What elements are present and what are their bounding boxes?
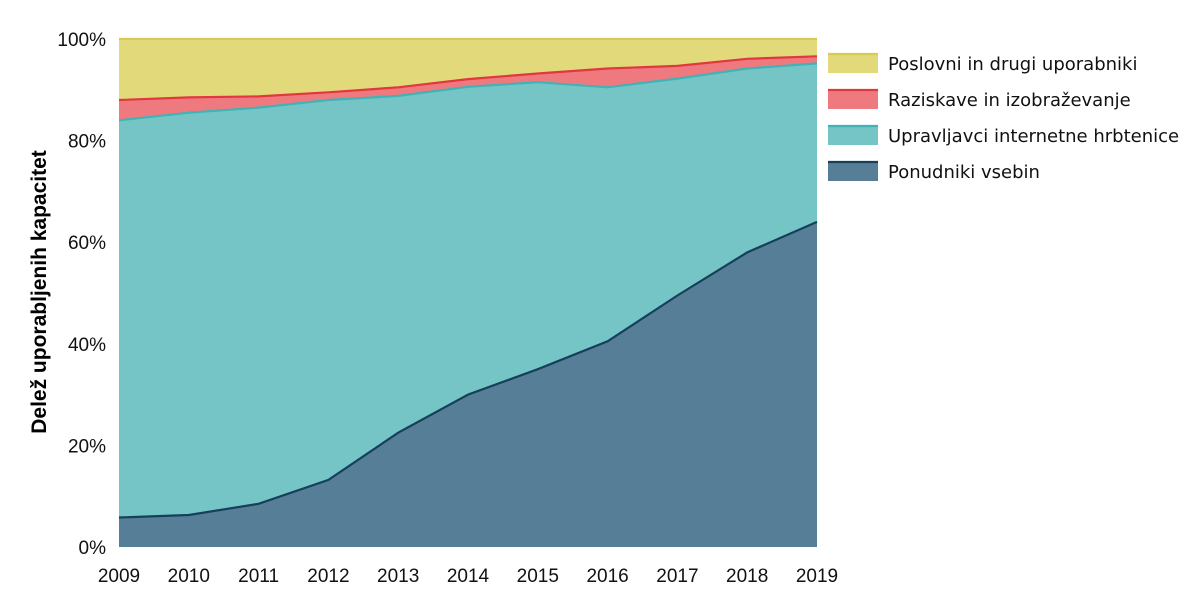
line-ponudniki-vsebin bbox=[118, 220, 818, 519]
x-tick-label: 2019 bbox=[796, 566, 838, 587]
x-tick-label: 2012 bbox=[307, 566, 349, 587]
y-tick-label: 100% bbox=[57, 30, 106, 51]
legend: Poslovni in drugi uporabniki Raziskave in… bbox=[828, 52, 1179, 183]
line-raziskave-in-izobrazevanje bbox=[118, 55, 818, 102]
legend-swatch-poslovni-in-drugi-uporabniki bbox=[828, 53, 878, 73]
area-upravljavci-internetne-hrbtenice bbox=[119, 63, 817, 518]
x-axis: 2009 2010 2011 2012 2013 2014 2015 2016 2017 2018… bbox=[98, 566, 838, 587]
chart-series-lines bbox=[118, 37, 818, 519]
line-upravljavci-internetne-hrbtenice bbox=[118, 62, 818, 122]
x-tick-label: 2014 bbox=[447, 566, 490, 587]
y-tick-label: 0% bbox=[79, 538, 107, 559]
x-tick-label: 2016 bbox=[586, 566, 628, 587]
area-poslovni-in-drugi-uporabniki bbox=[119, 39, 817, 100]
legend-label-ponudniki-vsebin: Ponudniki vsebin bbox=[888, 162, 1040, 183]
x-tick-label: 2011 bbox=[238, 566, 279, 587]
y-tick-label: 80% bbox=[68, 132, 106, 153]
legend-label-upravljavci-internetne-hrbtenice: Upravljavci internetne hrbtenice bbox=[888, 126, 1179, 147]
y-axis-label: Delež uporabljenih kapacitet bbox=[28, 150, 51, 434]
area-raziskave-in-izobrazevanje bbox=[119, 56, 817, 121]
chart-areas bbox=[119, 39, 817, 547]
area-ponudniki-vsebin bbox=[119, 221, 817, 547]
x-tick-label: 2017 bbox=[656, 566, 698, 587]
x-tick-label: 2013 bbox=[377, 566, 419, 587]
legend-swatch-raziskave-in-izobrazevanje bbox=[828, 89, 878, 109]
y-tick-label: 20% bbox=[68, 436, 106, 457]
y-tick-label: 40% bbox=[68, 335, 106, 356]
y-axis: 0% 20% 40% 60% 80% 100% bbox=[57, 30, 106, 559]
x-tick-label: 2009 bbox=[98, 566, 140, 587]
legend-label-raziskave-in-izobrazevanje: Raziskave in izobraževanje bbox=[888, 90, 1131, 111]
legend-swatch-upravljavci-internetne-hrbtenice bbox=[828, 125, 878, 145]
x-tick-label: 2015 bbox=[517, 566, 559, 587]
x-tick-label: 2010 bbox=[168, 566, 210, 587]
y-tick-label: 60% bbox=[68, 233, 106, 254]
x-tick-label: 2018 bbox=[726, 566, 768, 587]
legend-swatch-ponudniki-vsebin bbox=[828, 161, 878, 181]
legend-label-poslovni-in-drugi-uporabniki: Poslovni in drugi uporabniki bbox=[888, 54, 1137, 75]
